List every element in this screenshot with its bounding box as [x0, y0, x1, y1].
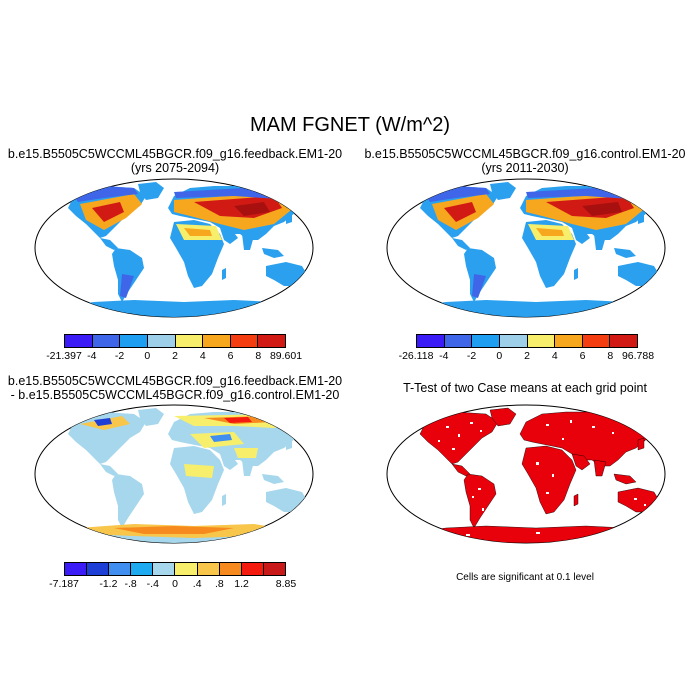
colorbar-tick: .8: [215, 578, 224, 590]
difference-colorbar-ticks: -7.187 -1.2 -.8 -.4 0 .4 .8 1.2 8.85: [49, 578, 296, 592]
colorbar-tick: -4: [87, 350, 97, 362]
feedback-map: [34, 178, 314, 318]
colorbar-tick: -2: [114, 350, 125, 362]
ttest-panel-title: T-Test of two Case means at each grid po…: [403, 381, 647, 395]
colorbar-tick: -26.118: [398, 350, 434, 362]
difference-colorbar: [64, 562, 286, 576]
colorbar-tick: 8: [607, 350, 614, 362]
control-panel-subtitle: (yrs 2011-2030): [481, 161, 569, 175]
colorbar-tick: 1.2: [234, 578, 249, 590]
colorbar-tick: 6: [227, 350, 234, 362]
colorbar-tick: 2: [172, 350, 178, 362]
colorbar-tick: .4: [192, 578, 202, 590]
feedback-panel-subtitle: (yrs 2075-2094): [130, 161, 220, 175]
colorbar-tick: 8.85: [275, 578, 297, 590]
difference-map: [34, 404, 314, 544]
difference-panel-title: b.e15.B5505C5WCCML45BGCR.f09_g16.feedbac…: [7, 374, 343, 388]
feedback-panel-title: b.e15.B5505C5WCCML45BGCR.f09_g16.feedbac…: [7, 147, 343, 161]
control-colorbar: [416, 334, 638, 348]
colorbar-tick: 6: [579, 350, 586, 362]
ttest-map: [386, 404, 666, 544]
colorbar-tick: -7.187: [49, 578, 79, 590]
colorbar-tick: 4: [199, 350, 206, 362]
colorbar-tick: 2: [524, 350, 530, 362]
difference-panel-subtitle: - b.e15.B5505C5WCCML45BGCR.f09_g16.contr…: [10, 388, 340, 402]
colorbar-tick: 0: [496, 350, 503, 362]
feedback-colorbar: [64, 334, 286, 348]
ttest-significance-note: Cells are significant at 0.1 level: [456, 572, 594, 583]
colorbar-tick: 4: [551, 350, 558, 362]
colorbar-tick: -21.397: [46, 350, 82, 362]
colorbar-tick: 89.601: [269, 350, 303, 362]
colorbar-tick: -.4: [146, 578, 159, 590]
figure-title: MAM FGNET (W/m^2): [249, 114, 451, 136]
colorbar-tick: -.8: [124, 578, 137, 590]
control-colorbar-ticks: -26.118 -4 -2 0 2 4 6 8 96.788: [399, 350, 654, 364]
colorbar-tick: 8: [255, 350, 262, 362]
control-map: [386, 178, 666, 318]
colorbar-tick: 0: [144, 350, 151, 362]
control-panel-title: b.e15.B5505C5WCCML45BGCR.f09_g16.control…: [364, 147, 686, 161]
feedback-colorbar-ticks: -21.397 -4 -2 0 2 4 6 8 89.601: [46, 350, 302, 364]
colorbar-tick: -4: [439, 350, 449, 362]
colorbar-tick: 0: [172, 578, 178, 590]
colorbar-tick: -2: [466, 350, 477, 362]
colorbar-tick: 96.788: [621, 350, 655, 362]
colorbar-tick: -1.2: [99, 578, 118, 590]
